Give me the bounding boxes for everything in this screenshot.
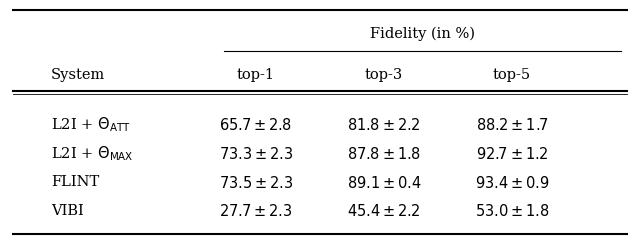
Text: $45.4 \pm 2.2$: $45.4 \pm 2.2$ [348, 203, 420, 219]
Text: $73.5 \pm 2.3$: $73.5 \pm 2.3$ [219, 174, 293, 190]
Text: L2I + $\Theta_{\mathrm{MAX}}$: L2I + $\Theta_{\mathrm{MAX}}$ [51, 144, 134, 163]
Text: $73.3 \pm 2.3$: $73.3 \pm 2.3$ [219, 146, 293, 162]
Text: $53.0 \pm 1.8$: $53.0 \pm 1.8$ [475, 203, 549, 219]
Text: L2I + $\Theta_{\mathrm{ATT}}$: L2I + $\Theta_{\mathrm{ATT}}$ [51, 116, 131, 134]
Text: $88.2 \pm 1.7$: $88.2 \pm 1.7$ [476, 117, 548, 133]
Text: Fidelity (in %): Fidelity (in %) [370, 26, 475, 41]
Text: $81.8 \pm 2.2$: $81.8 \pm 2.2$ [348, 117, 420, 133]
Text: $27.7 \pm 2.3$: $27.7 \pm 2.3$ [220, 203, 292, 219]
Text: top-1: top-1 [237, 68, 275, 82]
Text: $92.7 \pm 1.2$: $92.7 \pm 1.2$ [476, 146, 548, 162]
Text: top-5: top-5 [493, 68, 531, 82]
Text: top-3: top-3 [365, 68, 403, 82]
Text: $89.1 \pm 0.4$: $89.1 \pm 0.4$ [347, 174, 421, 190]
Text: VIBI: VIBI [51, 204, 84, 218]
Text: FLINT: FLINT [51, 176, 99, 190]
Text: System: System [51, 68, 106, 82]
Text: $93.4 \pm 0.9$: $93.4 \pm 0.9$ [475, 174, 549, 190]
Text: $87.8 \pm 1.8$: $87.8 \pm 1.8$ [347, 146, 421, 162]
Text: $65.7 \pm 2.8$: $65.7 \pm 2.8$ [220, 117, 292, 133]
